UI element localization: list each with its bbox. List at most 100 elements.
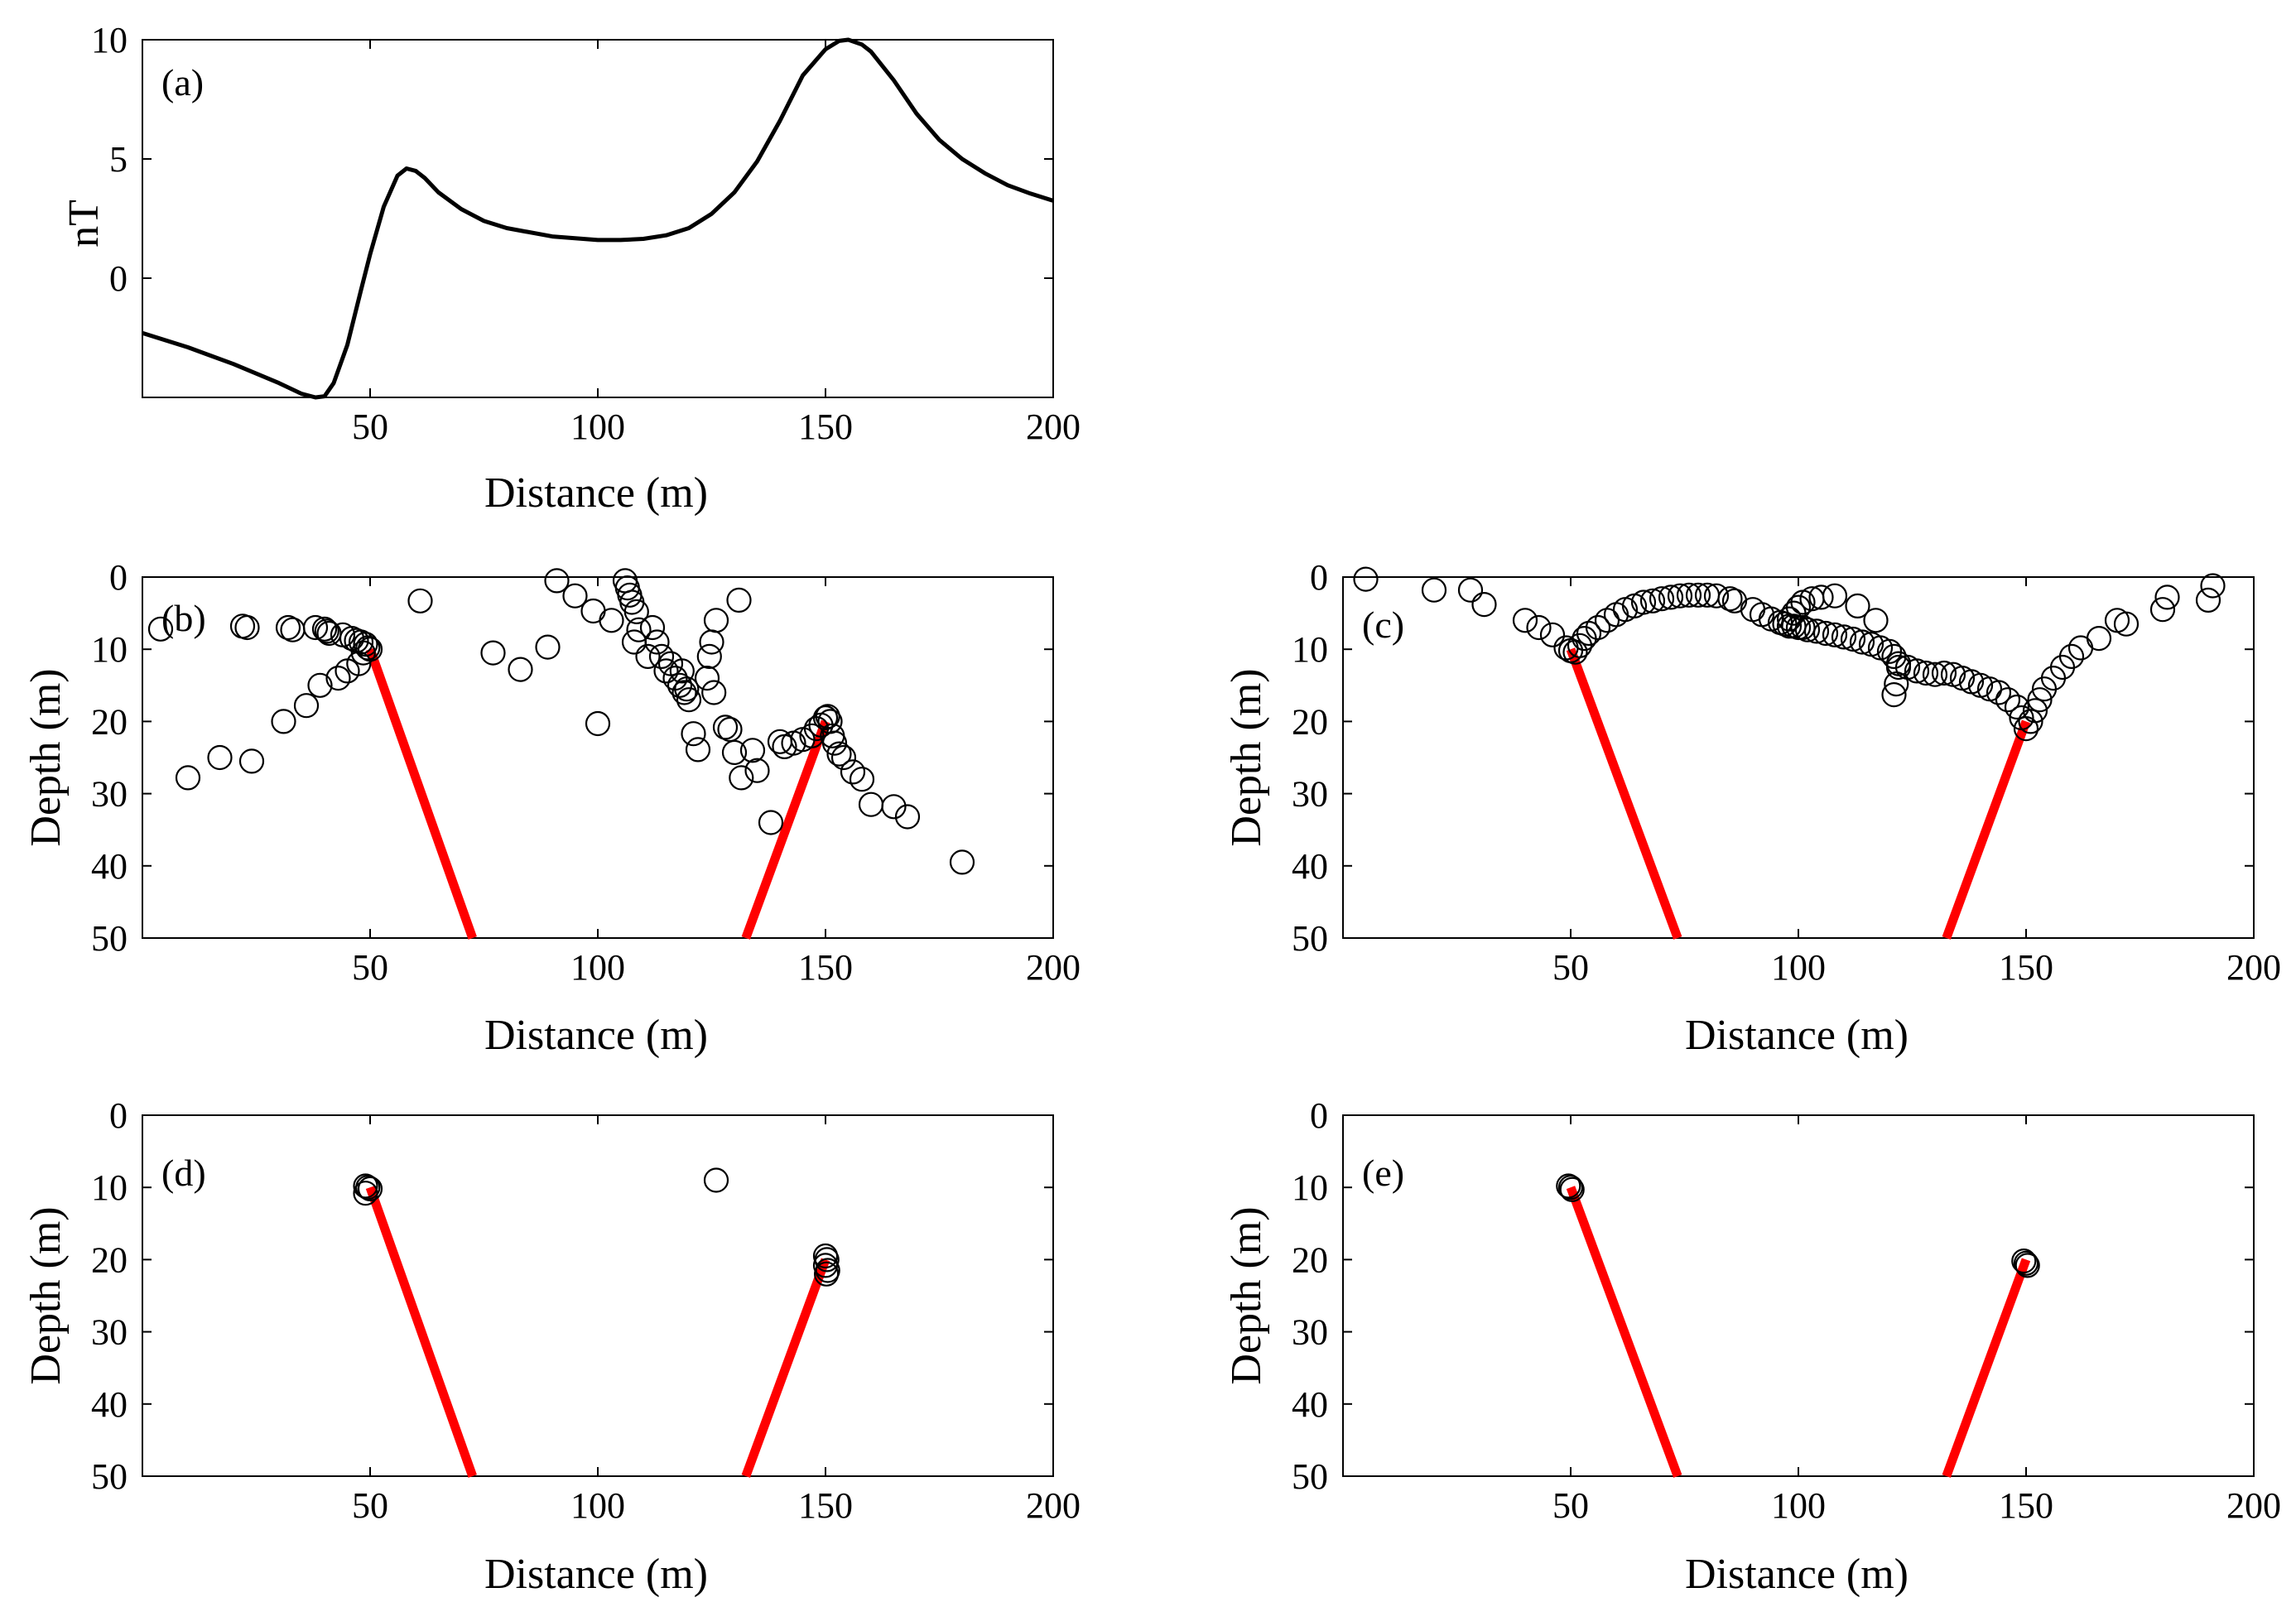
panel-e: (e) Distance (m) Depth (m) 50 100 150 200 0 1… [1223, 1095, 2281, 1598]
solution-point [639, 614, 666, 641]
x-tick-label: 50 [352, 407, 388, 447]
solution-point [1567, 633, 1593, 658]
panel-d-label: (d) [161, 1152, 206, 1194]
solution-point [1749, 602, 1775, 628]
y-tick-label: 30 [91, 774, 128, 815]
solution-point [744, 758, 770, 783]
fault-line [1566, 1186, 1682, 1478]
fault-line [1942, 719, 2031, 940]
x-tick-label: 200 [2226, 947, 2281, 988]
panel-d-xlabel: Distance (m) [484, 1551, 708, 1598]
y-tick-label: 50 [91, 1456, 128, 1497]
solution-point [562, 583, 588, 609]
solution-point [1884, 671, 1909, 697]
solution-point [1630, 589, 1657, 615]
y-tick-label: 10 [1292, 629, 1328, 670]
solution-point [348, 629, 374, 655]
panel-e-xlabel: Distance (m) [1685, 1551, 1909, 1598]
panel-c-ylabel: Depth (m) [1223, 668, 1270, 846]
y-tick-label: 50 [91, 918, 128, 959]
solution-point [703, 1167, 729, 1193]
x-tick-label: 50 [352, 947, 388, 988]
x-tick-label: 100 [1771, 1485, 1826, 1526]
solution-point [1556, 1173, 1581, 1199]
solution-point [307, 672, 333, 698]
solution-point [669, 658, 695, 684]
solution-point [407, 588, 433, 613]
solution-point [2149, 597, 2176, 623]
solution-point [1539, 622, 1566, 647]
solution-point [1685, 582, 1711, 608]
solution-point [508, 657, 533, 682]
y-tick-label: 20 [1292, 701, 1328, 742]
solution-point [1808, 585, 1834, 610]
solution-point [2200, 573, 2226, 599]
solution-point [302, 614, 329, 641]
y-tick-label: 0 [109, 557, 128, 598]
solution-point [207, 744, 233, 771]
fault-line [1566, 647, 1682, 940]
y-tick-label: 30 [1292, 774, 1328, 815]
solution-point [293, 693, 320, 719]
solution-point [694, 665, 720, 691]
y-tick-label: 20 [91, 701, 128, 742]
solution-point [535, 634, 561, 660]
panel-a: (a) Distance (m) nT 50 100 150 200 0 5 10 [60, 20, 1081, 517]
solution-point [1790, 614, 1816, 641]
x-tick-label: 150 [1999, 1485, 2053, 1526]
fault-line [365, 647, 477, 940]
solution-point [840, 759, 866, 785]
solution-point [311, 616, 338, 642]
solution-point [585, 710, 611, 737]
solution-point [858, 791, 884, 817]
panel-c-xlabel: Distance (m) [1685, 1012, 1909, 1059]
solution-point [1557, 1175, 1584, 1200]
y-tick-label: 10 [91, 1167, 128, 1208]
x-tick-label: 50 [352, 1485, 388, 1526]
solution-point [1421, 577, 1447, 603]
solution-point [1667, 583, 1693, 609]
y-tick-label: 40 [91, 846, 128, 887]
solution-point [1353, 566, 1379, 592]
panel-b-label: (b) [161, 597, 206, 639]
y-tick-label: 10 [1292, 1167, 1328, 1208]
solution-point [648, 643, 675, 670]
x-tick-label: 200 [1026, 1485, 1081, 1526]
y-tick-label: 40 [1292, 846, 1328, 887]
solution-point [812, 705, 839, 731]
solution-point [2086, 625, 2112, 652]
solution-point [812, 1253, 839, 1278]
solution-point [1840, 626, 1866, 652]
solution-point [701, 680, 727, 705]
solution-point [1512, 608, 1538, 633]
solution-point [2013, 1250, 2039, 1276]
x-tick-label: 150 [1999, 947, 2053, 988]
solution-point [712, 714, 739, 740]
solution-point [2022, 698, 2048, 724]
solution-point [1526, 614, 1552, 641]
x-tick-label: 150 [798, 407, 853, 447]
solution-point [821, 730, 848, 756]
solution-point [612, 568, 638, 594]
solution-point [623, 599, 649, 625]
solution-point [314, 618, 339, 644]
solution-point [229, 613, 256, 639]
solution-point [2011, 1248, 2037, 1274]
y-tick-label: 50 [1292, 1456, 1328, 1497]
solution-point [894, 804, 921, 830]
panel-a-label: (a) [161, 61, 204, 103]
x-tick-label: 100 [570, 1485, 625, 1526]
x-tick-label: 200 [1026, 947, 1081, 988]
solution-point [949, 849, 975, 875]
x-tick-label: 50 [1552, 947, 1589, 988]
solution-point [350, 640, 376, 666]
solution-point [1913, 660, 1939, 686]
solution-point [353, 1181, 378, 1206]
solution-point [1995, 687, 2021, 713]
solution-point [813, 1261, 840, 1287]
solution-point [275, 614, 301, 641]
x-tick-label: 150 [798, 947, 853, 988]
solution-point [1676, 582, 1702, 608]
fault-line [365, 1186, 477, 1478]
x-tick-label: 150 [798, 1485, 853, 1526]
